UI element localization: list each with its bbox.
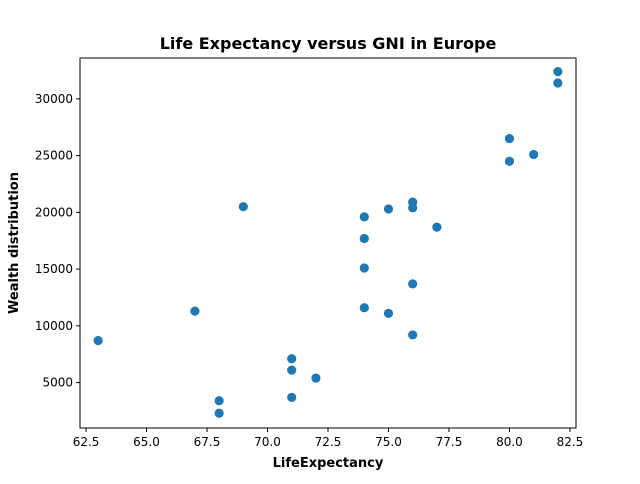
y-tick-label: 15000	[35, 262, 73, 276]
y-tick-label: 10000	[35, 319, 73, 333]
x-tick-label: 67.5	[194, 435, 221, 449]
data-point	[504, 133, 515, 144]
data-point	[311, 373, 321, 383]
data-point	[359, 212, 369, 222]
data-point	[287, 392, 297, 402]
data-point	[529, 149, 539, 160]
data-point	[287, 365, 297, 375]
data-point	[238, 202, 248, 212]
data-point	[504, 156, 515, 166]
data-point	[93, 336, 103, 346]
data-point	[359, 263, 369, 273]
data-point	[553, 67, 563, 77]
data-point	[553, 78, 563, 88]
x-axis-ticks: 62.5 65.0 67.5 70.0 72.5 75.0 77.5 80.0 82.5	[73, 428, 584, 449]
x-tick-label: 77.5	[436, 435, 463, 449]
x-tick-label: 62.5	[73, 435, 100, 449]
y-tick-label: 20000	[35, 205, 73, 219]
data-point	[408, 279, 418, 289]
y-tick-label: 5000	[42, 376, 73, 390]
y-axis-ticks: 5000 10000 15000 20000 25000 30000	[35, 92, 80, 390]
data-point	[383, 308, 394, 318]
y-tick-label: 25000	[35, 149, 73, 163]
data-point	[432, 222, 442, 232]
chart-title: Life Expectancy versus GNI in Europe	[160, 34, 497, 53]
y-axis-label: Wealth distribution	[7, 172, 22, 314]
data-point	[408, 330, 418, 340]
data-point	[359, 303, 369, 313]
data-points	[93, 67, 563, 418]
data-point	[287, 354, 297, 364]
y-tick-label: 30000	[35, 92, 73, 106]
plot-area-frame	[79, 57, 577, 429]
x-tick-label: 80.0	[496, 435, 523, 449]
data-point	[190, 306, 200, 316]
data-point	[383, 204, 394, 214]
data-point	[359, 233, 369, 244]
x-axis-label: LifeExpectancy	[273, 456, 384, 471]
x-tick-label: 65.0	[133, 435, 160, 449]
data-point	[408, 203, 418, 213]
data-point	[214, 396, 224, 406]
x-tick-label: 82.5	[557, 435, 584, 449]
x-tick-label: 70.0	[254, 435, 281, 449]
x-tick-label: 75.0	[375, 435, 402, 449]
x-tick-label: 72.5	[315, 435, 342, 449]
data-point	[214, 408, 224, 418]
